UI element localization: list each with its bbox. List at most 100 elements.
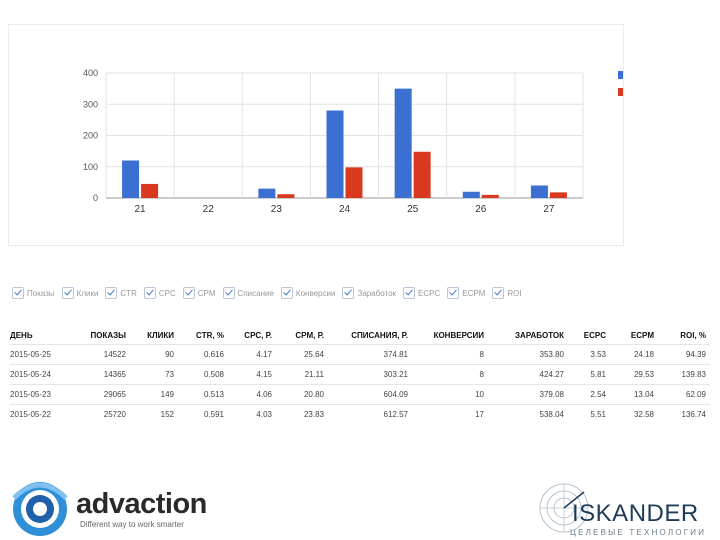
table-cell: 4.06 [228, 384, 276, 405]
checkbox-icon[interactable] [105, 287, 118, 299]
y-tick-label: 300 [83, 99, 98, 109]
bar-clicks [462, 191, 480, 198]
table-cell: 2015-05-25 [10, 344, 78, 365]
table-cell: 139.83 [658, 364, 710, 385]
column-header[interactable]: ECPM [630, 330, 654, 340]
column-header[interactable]: ЗАРАБОТОК [515, 330, 564, 340]
filter-label: CTR [120, 288, 137, 298]
bar-goals [141, 183, 159, 198]
filter-checkbox-8[interactable]: ECPC [403, 287, 440, 299]
advaction-wordmark: advaction [76, 488, 207, 520]
table-cell: 612.57 [328, 404, 412, 424]
x-tick-label: 25 [407, 204, 419, 215]
column-header[interactable]: ПОКАЗЫ [90, 330, 126, 340]
table-header-row: ДЕНЬ ПОКАЗЫ КЛИКИ CTR, % CPC, Р. CPM, Р. СПИСА… [10, 326, 710, 345]
filter-checkbox-4[interactable]: CPM [182, 287, 216, 299]
table-cell: 353.80 [488, 344, 568, 365]
checkbox-icon[interactable] [61, 287, 74, 299]
filter-label: CPC [158, 288, 176, 298]
table-cell: 14365 [78, 364, 130, 385]
table-cell: 424.27 [488, 364, 568, 385]
table-cell: 0.508 [178, 364, 228, 385]
column-header[interactable]: CTR, % [196, 330, 224, 340]
legend-swatch [618, 71, 623, 79]
bar-clicks [530, 185, 548, 198]
checkbox-icon[interactable] [12, 287, 24, 299]
filter-label: Клики [76, 288, 99, 298]
filter-checkbox-3[interactable]: CPC [143, 287, 176, 299]
filter-checkbox-1[interactable]: Клики [61, 287, 99, 299]
checkbox-icon[interactable] [447, 287, 460, 299]
iskander-wordmark: ISKANDER [572, 500, 699, 527]
x-tick-label: 24 [339, 204, 351, 215]
table-row: 2015-05-24 14365 73 0.508 4.15 21.11 303.21 8 42… [10, 364, 710, 385]
x-tick-label: 22 [203, 204, 215, 215]
bar-chart: 010020030040021222324252627КликиЦели [83, 68, 623, 215]
table-cell: 8 [412, 344, 488, 365]
table-cell: 29065 [78, 384, 130, 405]
table-cell: 5.51 [568, 404, 610, 424]
bar-clicks [394, 88, 412, 198]
table-cell: 13.04 [610, 384, 658, 405]
table-cell: 0.513 [178, 384, 228, 405]
table-cell: 538.04 [488, 404, 568, 424]
checkbox-icon[interactable] [342, 287, 355, 299]
y-tick-label: 200 [83, 131, 98, 141]
table-row: 2015-05-25 14522 90 0.616 4.17 25.64 374.81 8 35… [10, 344, 710, 365]
table-cell: 2015-05-24 [10, 364, 78, 385]
filter-checkbox-10[interactable]: ROI [492, 287, 522, 299]
filter-checkbox-5[interactable]: Списание [222, 287, 274, 299]
table-cell: 4.17 [228, 344, 276, 365]
table-cell: 374.81 [328, 344, 412, 365]
checkbox-icon[interactable] [182, 287, 195, 299]
filter-checkbox-2[interactable]: CTR [105, 287, 137, 299]
checkbox-icon[interactable] [492, 287, 505, 299]
column-header[interactable]: ROI, % [680, 330, 706, 340]
column-header[interactable]: КОНВЕРСИИ [433, 330, 484, 340]
table-cell: 2.54 [568, 384, 610, 405]
table-cell: 604.09 [328, 384, 412, 405]
column-header[interactable]: CPC, Р. [244, 330, 272, 340]
filter-label: CPM [197, 288, 216, 298]
table-cell: 0.616 [178, 344, 228, 365]
filter-checkbox-9[interactable]: ECPM [447, 287, 485, 299]
column-header[interactable]: CPM, Р. [295, 330, 324, 340]
table-cell: 5.81 [568, 364, 610, 385]
checkbox-icon[interactable] [403, 287, 416, 299]
column-header[interactable]: ДЕНЬ [10, 330, 33, 340]
column-header[interactable]: СПИСАНИЯ, Р. [351, 330, 408, 340]
table-cell: 25.64 [276, 344, 328, 365]
table-cell: 32.58 [610, 404, 658, 424]
filter-checkbox-0[interactable]: Показы [12, 287, 55, 299]
table-cell: 303.21 [328, 364, 412, 385]
filter-checkbox-6[interactable]: Конверсии [280, 287, 335, 299]
filter-label: ROI [507, 288, 522, 298]
table-row: 2015-05-23 29065 149 0.513 4.06 20.80 604.09 10… [10, 384, 710, 405]
table-cell: 20.80 [276, 384, 328, 405]
bar-clicks [258, 188, 276, 198]
table-cell: 10 [412, 384, 488, 405]
advaction-tagline: Different way to work smarter [80, 520, 184, 529]
column-header[interactable]: ECPC [583, 330, 606, 340]
table-cell: 136.74 [658, 404, 710, 424]
table-cell: 90 [130, 344, 178, 365]
filter-label: Заработок [357, 288, 397, 298]
y-tick-label: 100 [83, 162, 98, 172]
column-header[interactable]: КЛИКИ [147, 330, 174, 340]
checkbox-icon[interactable] [143, 287, 156, 299]
table-cell: 17 [412, 404, 488, 424]
bar-goals [345, 167, 363, 198]
checkbox-icon[interactable] [222, 287, 235, 299]
y-tick-label: 0 [93, 193, 98, 203]
bar-goals [481, 194, 499, 198]
y-tick-label: 400 [83, 68, 98, 78]
table-cell: 14522 [78, 344, 130, 365]
checkbox-icon[interactable] [280, 287, 293, 299]
bar-goals [549, 192, 567, 198]
table-cell: 2015-05-23 [10, 384, 78, 405]
filter-checkbox-7[interactable]: Заработок [342, 287, 396, 299]
table-cell: 62.09 [658, 384, 710, 405]
filter-label: Списание [237, 288, 274, 298]
bar-goals [413, 151, 431, 198]
x-tick-label: 27 [543, 204, 555, 215]
